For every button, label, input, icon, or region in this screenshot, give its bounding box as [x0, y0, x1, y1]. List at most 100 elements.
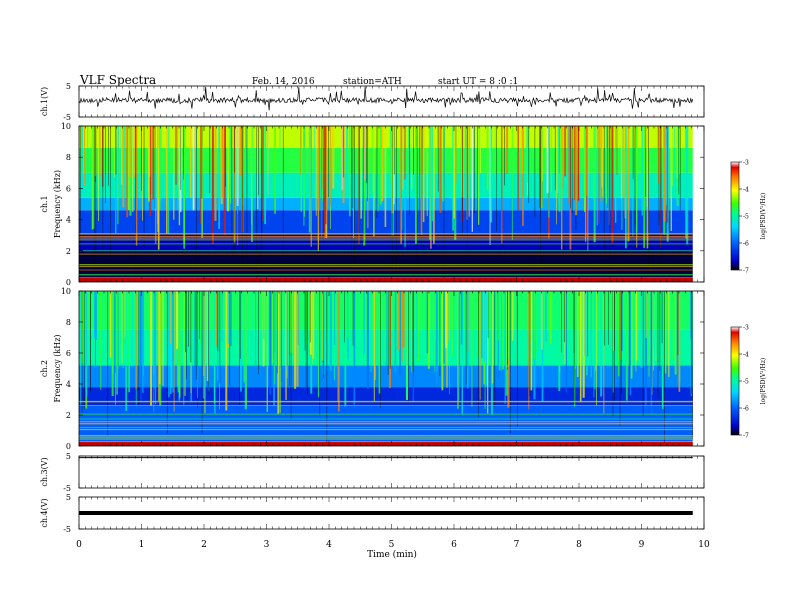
spectrogram-streak: [611, 126, 614, 243]
spectrogram-streak: [420, 126, 423, 235]
spectrogram-streak: [378, 291, 381, 394]
spectrogram-streak: [176, 291, 179, 349]
x-tick-label: 9: [639, 540, 645, 550]
spectrogram-streak: [206, 291, 209, 381]
spectrogram-streak: [294, 291, 297, 389]
spectrogram-streak: [327, 291, 329, 340]
spectrogram-spike: [554, 126, 556, 191]
spectrogram-streak: [441, 291, 444, 391]
spectrogram-streak: [98, 126, 99, 222]
spectrogram-streak: [471, 291, 473, 407]
spectrogram-spike: [607, 126, 608, 209]
narrowband-line: [79, 237, 693, 239]
spectrogram-streak: [234, 126, 236, 173]
spectrogram-spike: [504, 126, 505, 186]
spectrogram-streak: [487, 291, 489, 414]
spectrogram-spike: [529, 291, 531, 396]
spectrogram-streak: [300, 126, 301, 175]
spectrogram-streak: [318, 126, 321, 211]
spectrogram-spike: [692, 291, 693, 440]
spectrogram-spike: [573, 291, 575, 404]
spectrogram-streak: [227, 126, 230, 212]
spectrogram-streak: [346, 126, 349, 199]
spectrogram-streak: [166, 126, 168, 234]
spectrogram-streak: [426, 126, 428, 217]
narrowband-line: [79, 266, 693, 268]
spectrogram-streak: [390, 126, 393, 182]
narrowband-line: [79, 274, 693, 276]
spectrogram-streak: [486, 126, 489, 190]
spectrogram-streak: [230, 291, 232, 347]
y-tick-label: 10: [61, 287, 71, 296]
spectrogram-streak: [593, 291, 595, 398]
x-tick-label: 1: [139, 540, 145, 550]
spectrogram-spike: [679, 126, 681, 211]
spectrogram-spike: [81, 291, 83, 413]
spectrogram-streak: [416, 291, 419, 358]
y-axis-label: Frequency (kHz): [53, 170, 62, 238]
spectrogram-streak: [442, 126, 445, 202]
y-tick-label: 6: [66, 349, 71, 358]
spectrogram-streak: [286, 291, 288, 371]
spectrogram-streak: [564, 126, 567, 177]
spectrogram-streak: [451, 291, 453, 356]
spectrogram-streak: [135, 291, 137, 390]
spectrogram-streak: [664, 291, 667, 374]
spectrogram-streak: [641, 126, 643, 216]
spectrogram-streak: [676, 291, 679, 385]
spectrogram-streak: [648, 291, 650, 377]
colorbar-label: log(PSD(V²/Hz): [760, 193, 767, 240]
spectrogram-streak: [243, 291, 246, 383]
spectrogram-spike: [289, 291, 290, 387]
spectrogram-streak: [405, 291, 408, 399]
spectrogram-streak: [665, 126, 667, 206]
spectrogram-streak: [630, 291, 633, 379]
panel-4: ch.3(V) 5 -5: [40, 452, 705, 493]
spectrogram-streak: [444, 126, 446, 188]
spectrogram-streak: [502, 291, 505, 370]
spectrogram-streak: [575, 291, 577, 369]
spectrogram-streak: [317, 291, 320, 398]
spectrogram-spike: [408, 291, 409, 403]
spectrogram-streak: [448, 291, 450, 341]
spectrogram-spike: [487, 291, 489, 339]
spectrogram-streak: [323, 126, 326, 239]
spectrogram-streak: [678, 291, 681, 392]
spectrogram-streak: [122, 126, 125, 208]
colorbar-tick-label: -6: [743, 406, 749, 413]
spectrogram-streak: [274, 291, 276, 385]
spectrogram-spike: [304, 291, 306, 351]
spectrogram-streak: [338, 291, 340, 412]
panel-channel-label: ch.2: [40, 360, 49, 377]
spectrogram-streak: [80, 126, 83, 195]
narrowband-line: [79, 243, 693, 245]
spectrogram-spike: [351, 126, 352, 254]
spectrogram-streak: [545, 291, 547, 342]
spectrogram-streak: [229, 126, 230, 183]
spectrogram-spike: [603, 126, 605, 259]
spectrogram-streak: [371, 126, 373, 194]
narrowband-line: [79, 413, 693, 415]
spectrogram-streak: [385, 291, 387, 376]
y-tick-label: 0: [66, 278, 71, 287]
spectrogram-streak: [266, 291, 268, 412]
spectrogram-spike: [366, 126, 367, 183]
spectrogram-streak: [183, 291, 185, 405]
spectrogram-spike: [241, 126, 243, 264]
spectrogram-spike: [328, 126, 329, 198]
spectrogram-streak: [155, 126, 157, 245]
spectrogram-streak: [126, 126, 129, 218]
spectrogram-spike: [367, 126, 368, 202]
y-tick-label: -5: [63, 484, 71, 493]
spectrogram-streak: [219, 291, 220, 409]
spectrogram-streak: [363, 126, 366, 246]
colorbar: -3 -4 -5 -6 -7 log(PSD(V²/Hz): [730, 160, 767, 275]
spectrogram-spike: [462, 126, 463, 237]
spectrogram-streak: [285, 291, 287, 400]
spectrogram-streak: [501, 126, 503, 244]
spectrogram-streak: [587, 126, 589, 251]
spectrogram-spike: [678, 126, 680, 195]
spectrogram-streak: [632, 126, 634, 237]
spectrogram-streak: [171, 291, 173, 388]
spectrogram-streak: [443, 291, 445, 364]
